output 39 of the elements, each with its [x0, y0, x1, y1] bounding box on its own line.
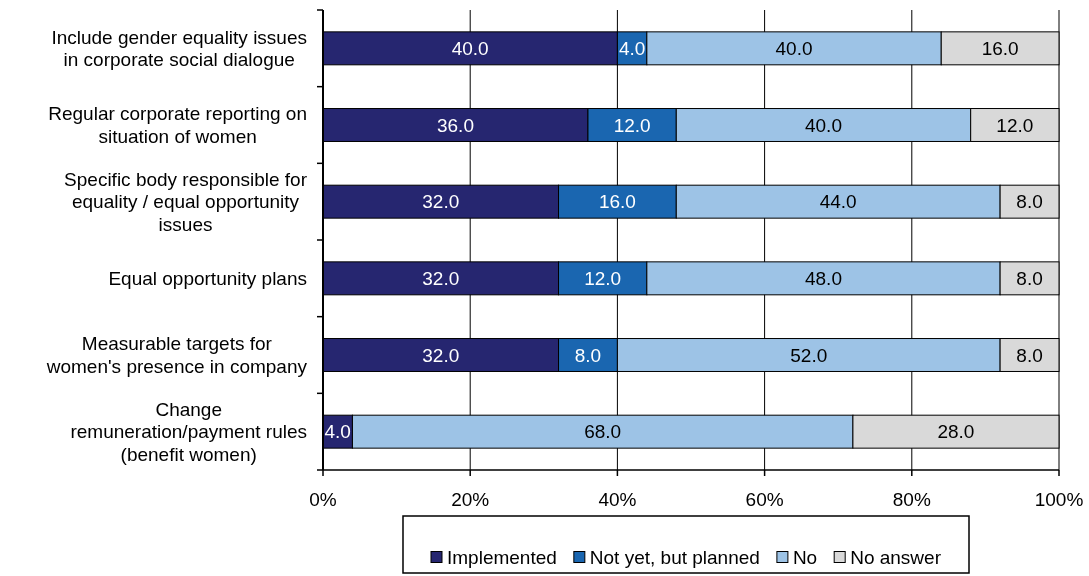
y-tick-label: Specific body responsible for equality / equal opportunity issues	[64, 168, 308, 235]
data-label: 8.0	[1016, 344, 1043, 366]
data-label: 4.0	[324, 421, 351, 443]
x-tick-label: 0%	[309, 488, 337, 510]
y-tick-label: Include gender equality issues in corporate social dialogue	[51, 26, 307, 71]
data-label: 12.0	[584, 267, 622, 289]
data-label: 32.0	[422, 191, 460, 213]
data-label: 32.0	[422, 344, 460, 366]
legend-label: Not yet, but planned	[589, 546, 760, 568]
data-label: 40.0	[451, 37, 489, 59]
x-tick-label: 40%	[598, 488, 637, 510]
legend-label: No	[792, 546, 818, 568]
data-label: 40.0	[804, 114, 842, 136]
y-tick-label: Change remuneration/payment rules (benefit women)	[70, 398, 308, 465]
data-label: 68.0	[584, 421, 622, 443]
data-label: 48.0	[804, 267, 842, 289]
data-label: 12.0	[613, 114, 651, 136]
y-tick-label: Regular corporate reporting on situation of women	[48, 103, 307, 147]
data-label: 16.0	[598, 191, 636, 213]
data-label: 44.0	[819, 191, 857, 213]
x-tick-label: 100%	[1034, 488, 1084, 510]
data-label: 8.0	[1016, 191, 1043, 213]
x-tick-label: 80%	[892, 488, 931, 510]
data-label: 8.0	[1016, 267, 1043, 289]
legend-label: No answer	[850, 546, 942, 568]
y-tick-label: Measurable targets for women's presence in company	[45, 333, 308, 377]
data-label: 32.0	[422, 267, 460, 289]
x-tick-label: 20%	[451, 488, 490, 510]
data-label: 36.0	[436, 114, 474, 136]
data-label: 40.0	[775, 37, 813, 59]
data-label: 4.0	[618, 37, 646, 59]
data-label: 28.0	[937, 421, 975, 443]
data-label: 12.0	[996, 114, 1034, 136]
data-label: 16.0	[981, 37, 1019, 59]
legend-label: Implemented	[447, 546, 557, 568]
x-tick-label: 60%	[745, 488, 784, 510]
data-label: 52.0	[790, 344, 828, 366]
y-tick-label: Equal opportunity plans	[108, 267, 308, 289]
data-label: 8.0	[574, 344, 602, 366]
